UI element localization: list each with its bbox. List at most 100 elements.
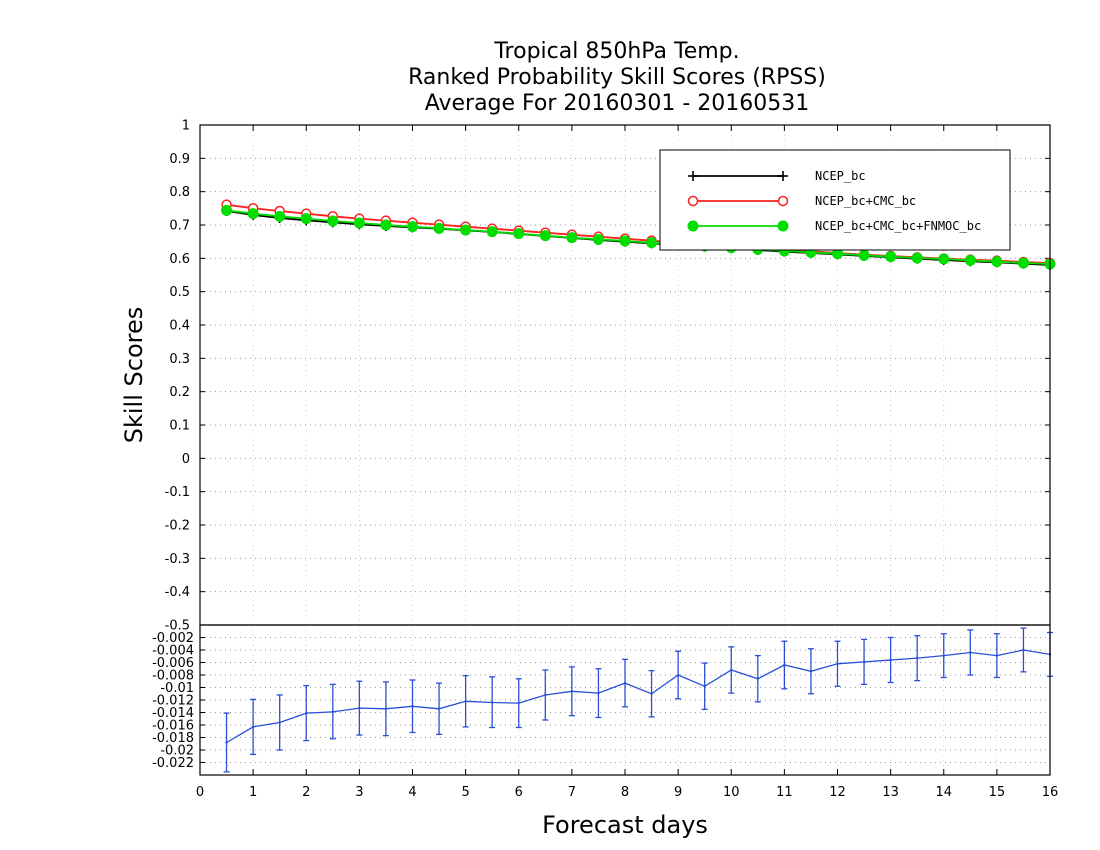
difference-point	[995, 654, 999, 657]
y-tick-label: 0.4	[169, 319, 190, 334]
x-tick-label: 0	[196, 785, 204, 800]
data-point	[380, 219, 392, 231]
data-point	[619, 235, 631, 247]
difference-point	[544, 693, 547, 697]
difference-point	[1022, 648, 1025, 652]
upper-y-axis: 1 0.9 0.8 0.7 0.6 0.5 0.4 0.3 0.2 0.1 0 -0.1 -0.2 -0.…	[165, 119, 1050, 634]
lower-series-group	[223, 627, 1053, 773]
difference-point	[464, 700, 467, 703]
data-point	[592, 233, 604, 245]
lower-plot-frame	[199, 624, 1051, 776]
x-tick-label: 8	[621, 785, 629, 800]
y-tick-label: -0.5	[165, 619, 190, 634]
upper-gridlines	[200, 125, 1050, 625]
difference-point	[251, 725, 255, 729]
difference-point	[358, 706, 361, 710]
data-point	[646, 237, 658, 249]
difference-point	[623, 681, 627, 685]
lower-y-tick-label: -0.01	[160, 681, 194, 696]
legend-item: NCEP_bc+CMC_bc	[687, 194, 916, 208]
difference-point	[862, 660, 866, 664]
difference-point	[915, 656, 919, 660]
y-tick-label: 0.3	[169, 352, 190, 367]
chart-title-line-1: Tropical 850hPa Temp.	[493, 39, 739, 64]
data-point	[1017, 257, 1029, 269]
difference-point	[889, 658, 892, 662]
difference-line	[226, 649, 1051, 744]
difference-point	[331, 710, 335, 714]
data-point	[486, 226, 498, 238]
y-tick-label: 0	[182, 452, 190, 467]
difference-point	[597, 691, 600, 695]
data-point	[433, 222, 445, 234]
x-tick-label: 14	[935, 785, 952, 800]
x-tick-label: 10	[723, 785, 740, 800]
data-point	[566, 232, 578, 244]
data-point	[885, 251, 897, 263]
difference-point	[305, 711, 308, 715]
difference-point	[836, 662, 839, 665]
x-tick-label: 15	[989, 785, 1006, 800]
legend-marker	[777, 195, 789, 207]
x-tick-label: 6	[515, 785, 523, 800]
difference-point	[756, 677, 760, 680]
data-point	[300, 213, 312, 225]
y-tick-label: 0.9	[169, 152, 190, 167]
data-point	[460, 224, 472, 236]
legend-items: NCEP_bc NCEP_bc+CMC_bc NCEP_bc+CMC_bc+FNMO…	[687, 169, 981, 233]
x-tick-label: 12	[829, 785, 846, 800]
data-point	[353, 217, 365, 229]
y-tick-label: -0.3	[165, 552, 190, 567]
data-point	[964, 254, 976, 266]
lower-y-tick-label: -0.008	[152, 669, 194, 684]
data-point	[513, 228, 525, 240]
difference-series	[223, 627, 1053, 773]
legend-item: NCEP_bc	[688, 169, 866, 183]
y-tick-label: -0.2	[165, 519, 190, 534]
x-tick-label: 9	[674, 785, 682, 800]
difference-point	[650, 692, 653, 695]
lower-y-tick-label: -0.002	[152, 631, 194, 646]
x-axis: 0 1 2 3 4 5 6 7 8 9 10 11 12 13 14 15 16	[196, 125, 1058, 800]
x-tick-label: 4	[408, 785, 416, 800]
x-tick-label: 3	[355, 785, 363, 800]
y-tick-label: 0.6	[169, 252, 190, 267]
x-tick-label: 7	[568, 785, 576, 800]
data-point	[938, 253, 950, 265]
data-point	[407, 221, 418, 233]
difference-point	[809, 670, 813, 673]
difference-point	[384, 707, 388, 710]
data-point	[539, 230, 551, 242]
data-point	[247, 208, 259, 220]
y-tick-label: 1	[182, 119, 190, 134]
y-tick-label: 0.2	[169, 385, 190, 400]
data-point	[221, 204, 233, 216]
lower-y-tick-label: -0.022	[152, 756, 194, 771]
lower-y-tick-label: -0.014	[152, 706, 194, 721]
legend-label: NCEP_bc+CMC_bc+FNMOC_bc	[815, 219, 981, 233]
difference-point	[570, 690, 574, 693]
legend-item: NCEP_bc+CMC_bc+FNMOC_bc	[687, 219, 981, 233]
chart-title-line-3: Average For 20160301 - 20160531	[425, 91, 810, 116]
difference-point	[942, 654, 945, 657]
x-axis-title: Forecast days	[542, 811, 708, 839]
chart-title: Tropical 850hPa Temp. Ranked Probability…	[408, 39, 826, 116]
legend-label: NCEP_bc	[815, 169, 866, 183]
data-point	[911, 252, 923, 264]
lower-y-axis: -0.002-0.004-0.006-0.008-0.01-0.012-0.01…	[152, 631, 205, 771]
data-point	[327, 215, 339, 227]
legend-label: NCEP_bc+CMC_bc	[815, 194, 916, 208]
difference-point	[411, 705, 414, 708]
x-tick-label: 2	[302, 785, 310, 800]
difference-point	[676, 673, 680, 677]
y-tick-label: -0.4	[165, 585, 190, 600]
y-tick-label: -0.1	[165, 485, 190, 500]
x-tick-label: 16	[1042, 785, 1059, 800]
legend-marker	[687, 220, 699, 232]
difference-point	[517, 701, 520, 705]
data-point	[858, 249, 870, 261]
legend-marker	[688, 171, 698, 181]
lower-y-tick-label: -0.012	[152, 694, 194, 709]
chart-title-line-2: Ranked Probability Skill Scores (RPSS)	[408, 65, 826, 90]
